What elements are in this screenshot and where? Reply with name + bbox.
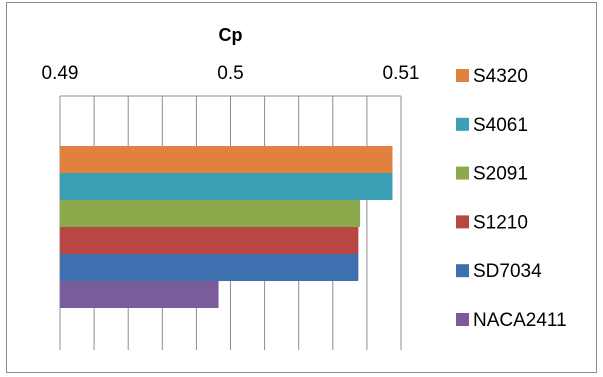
x-tick-label: 0.49 bbox=[42, 63, 79, 84]
legend-label-s4061: S4061 bbox=[473, 115, 528, 136]
bar-s1210 bbox=[60, 227, 359, 254]
x-tick-label: 0.5 bbox=[217, 63, 243, 84]
x-axis-title: Cp bbox=[219, 25, 243, 45]
legend-label-s2091: S2091 bbox=[473, 164, 528, 185]
x-tick-label: 0.51 bbox=[383, 63, 420, 84]
legend-swatch-sd7034 bbox=[456, 264, 469, 278]
bar-s4320 bbox=[60, 146, 393, 173]
bar-naca2411 bbox=[60, 281, 219, 308]
legend-swatch-s4061 bbox=[456, 117, 469, 131]
legend-swatch-s4320 bbox=[456, 69, 469, 82]
legend-swatch-s2091 bbox=[456, 166, 469, 180]
bar-sd7034 bbox=[60, 254, 359, 281]
bar-s2091 bbox=[60, 200, 361, 227]
bar-layer bbox=[60, 146, 393, 308]
legend-label-sd7034: SD7034 bbox=[473, 261, 542, 282]
legend: S4320 S4061 S2091 S1210 SD7034 NACA2411 bbox=[456, 66, 567, 331]
tick-layer: 0.49 0.5 0.51 bbox=[42, 63, 420, 84]
legend-label-naca2411: NACA2411 bbox=[473, 310, 567, 331]
legend-swatch-naca2411 bbox=[456, 313, 469, 326]
legend-swatch-s1210 bbox=[456, 215, 469, 229]
legend-label-s4320: S4320 bbox=[473, 66, 528, 87]
legend-label-s1210: S1210 bbox=[473, 212, 528, 233]
bar-s4061 bbox=[60, 173, 393, 200]
